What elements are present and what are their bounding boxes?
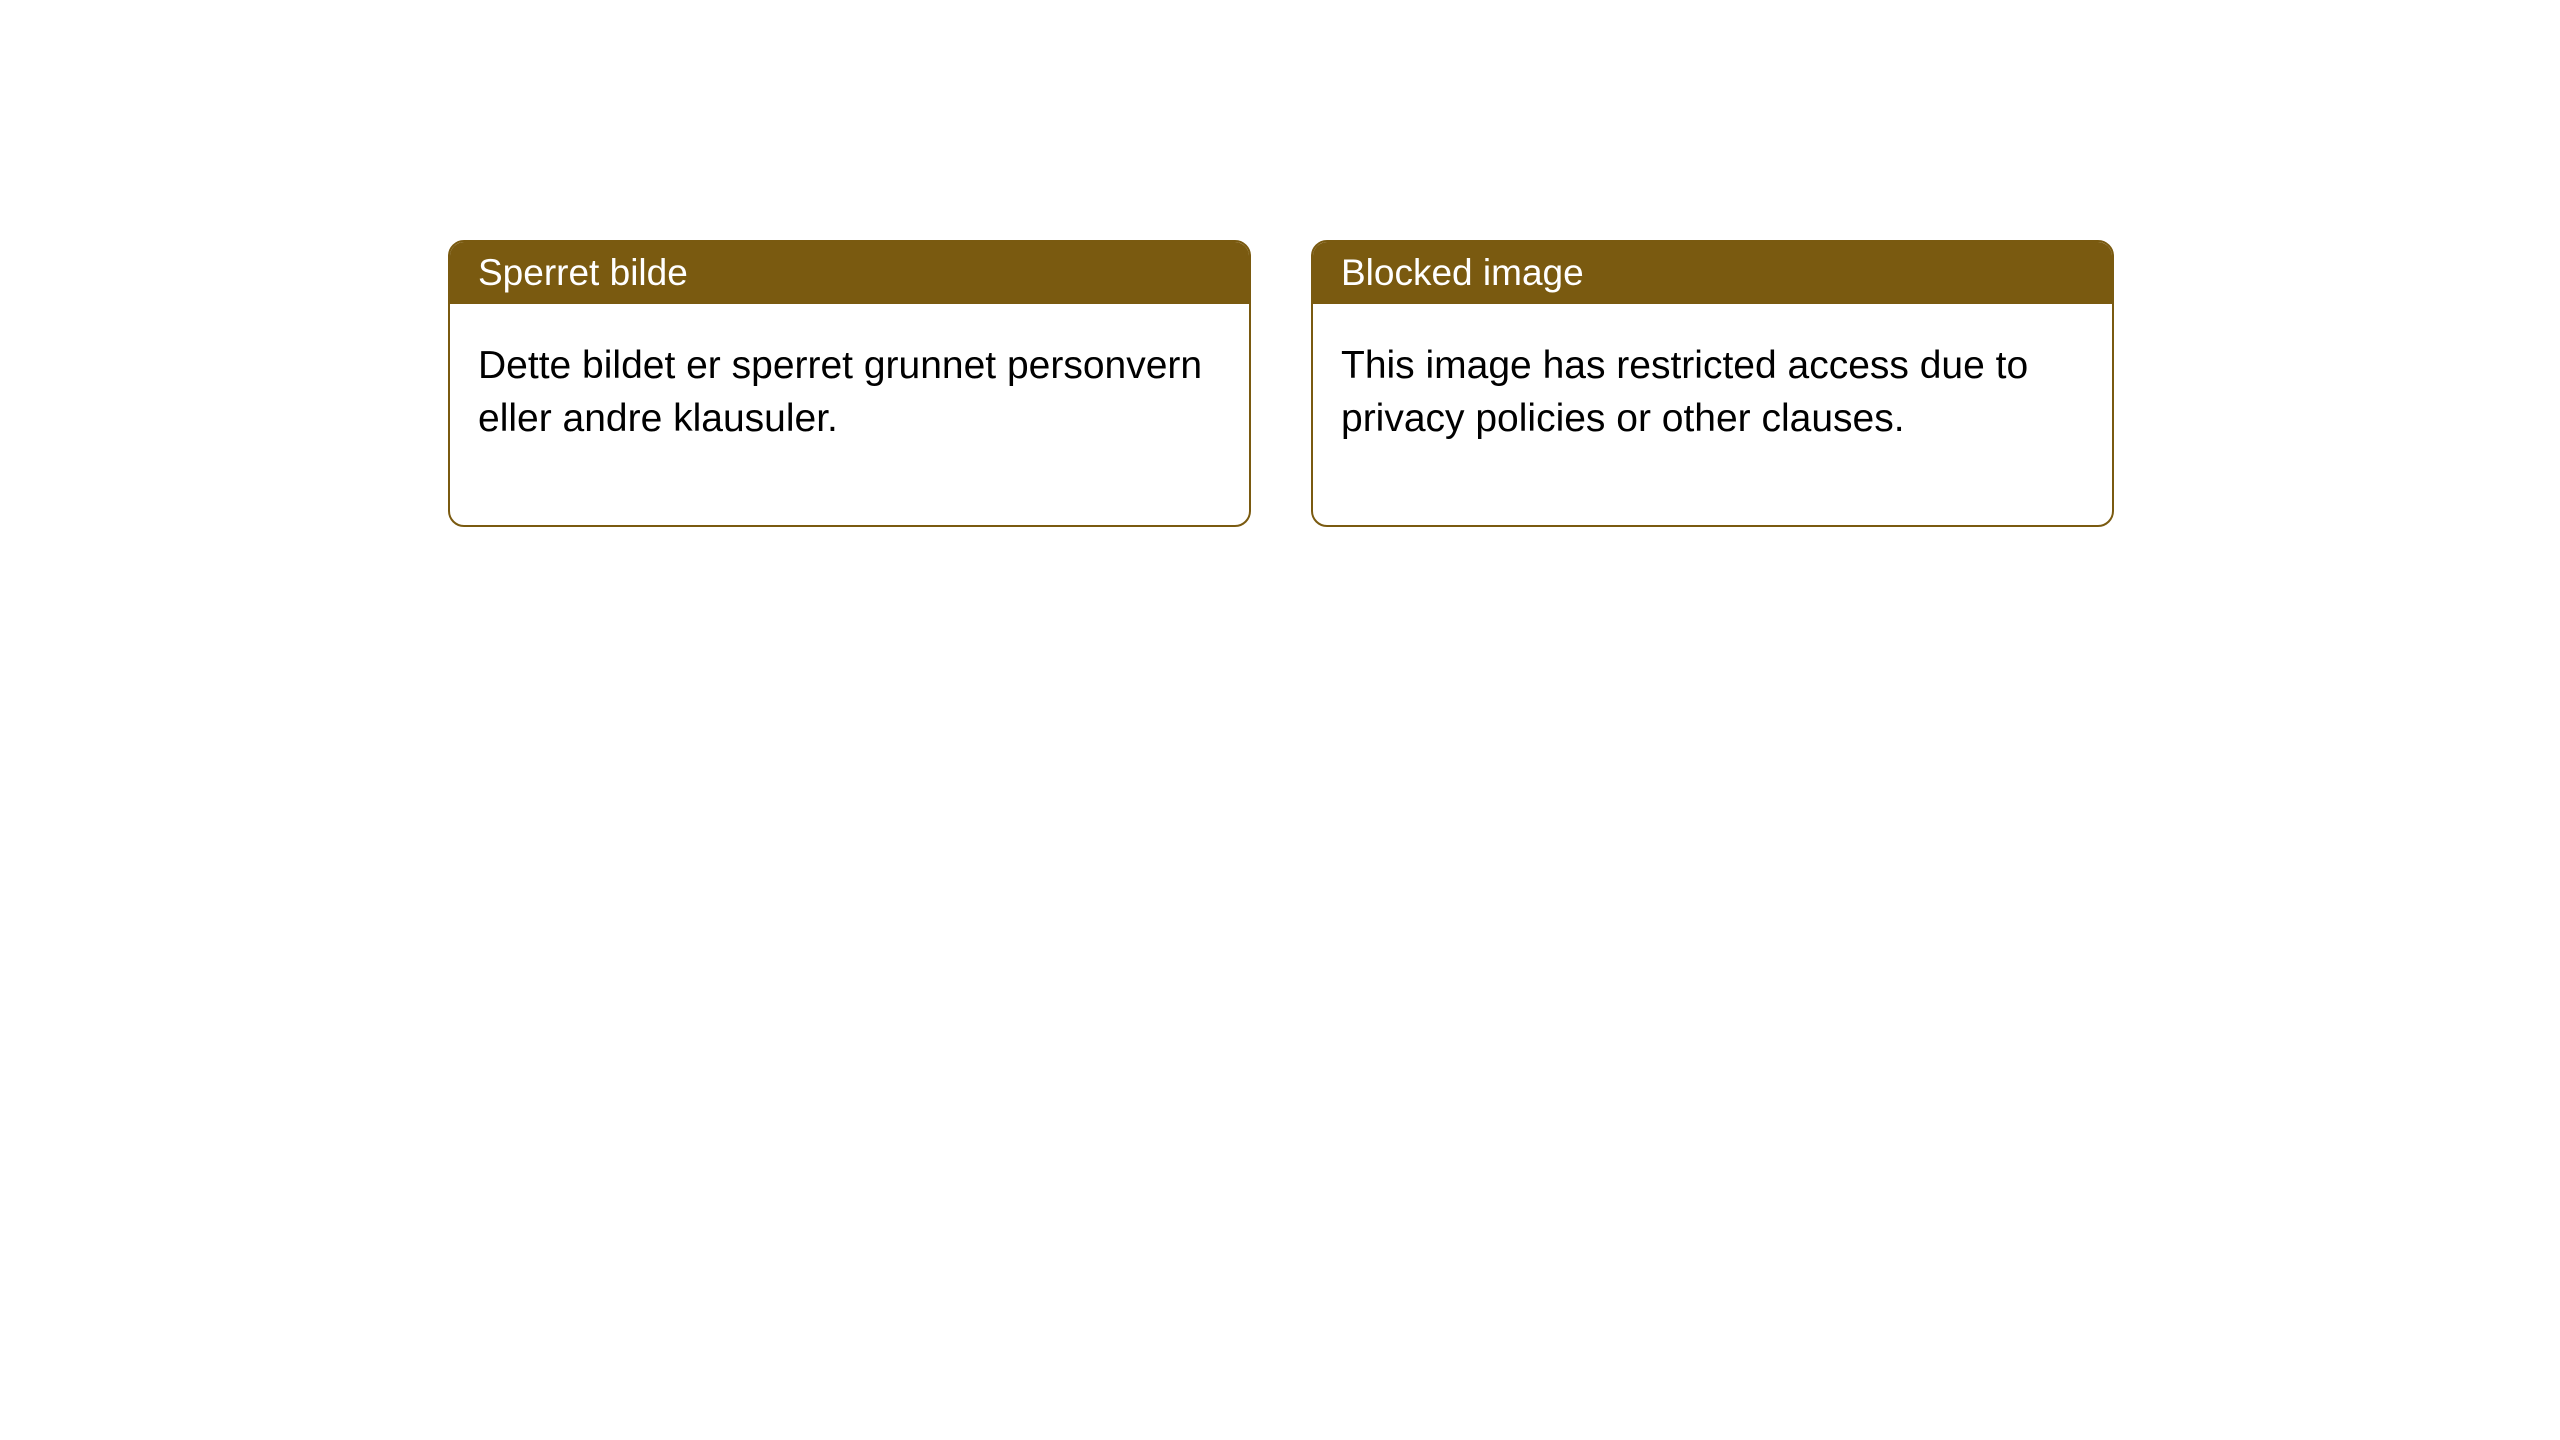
notice-body-english: This image has restricted access due to … — [1313, 304, 2112, 525]
notice-container: Sperret bilde Dette bildet er sperret gr… — [448, 240, 2114, 527]
notice-box-english: Blocked image This image has restricted … — [1311, 240, 2114, 527]
notice-header-english: Blocked image — [1313, 242, 2112, 304]
notice-header-norwegian: Sperret bilde — [450, 242, 1249, 304]
notice-body-norwegian: Dette bildet er sperret grunnet personve… — [450, 304, 1249, 525]
notice-box-norwegian: Sperret bilde Dette bildet er sperret gr… — [448, 240, 1251, 527]
